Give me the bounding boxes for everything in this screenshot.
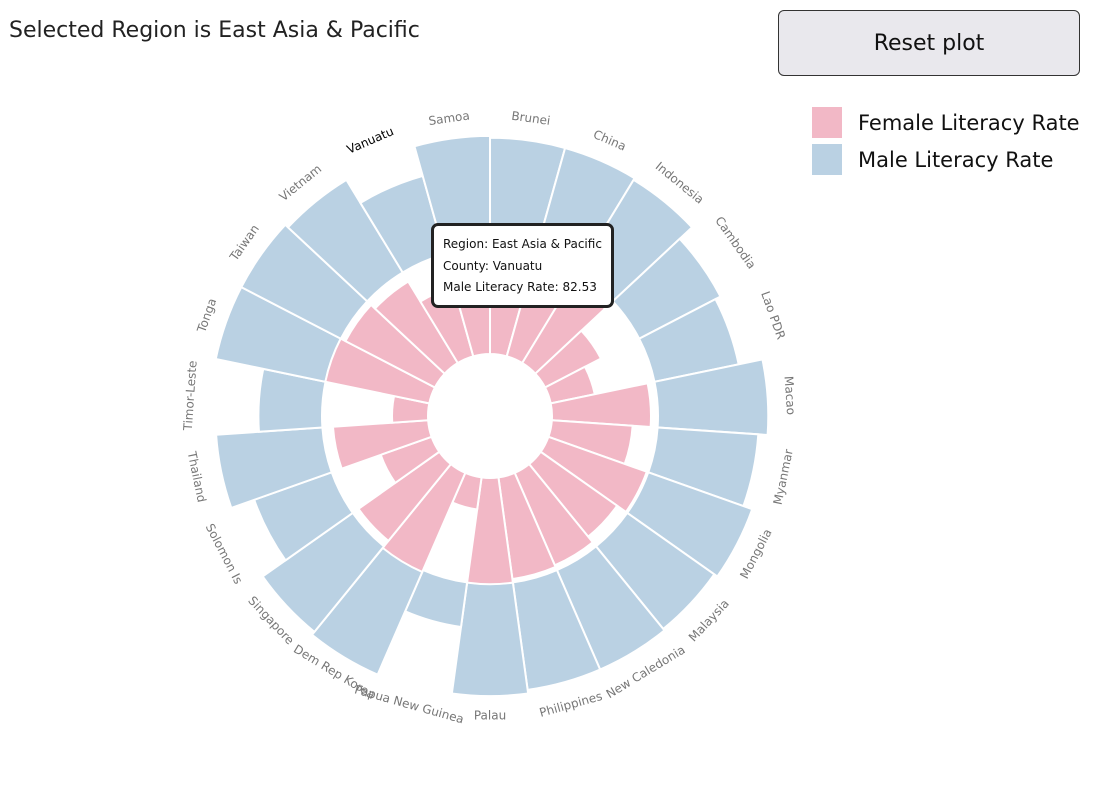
category-label-malaysia: Malaysia — [686, 596, 732, 644]
female-bar-thailand[interactable] — [331, 419, 433, 470]
tooltip-value: Male Literacy Rate: 82.53 — [443, 280, 597, 294]
tooltip-region: Region: East Asia & Pacific — [443, 237, 602, 251]
category-label-philippines: Philippines — [538, 689, 604, 720]
category-label-macao: Macao — [781, 376, 798, 416]
category-label-lao-pdr: Lao PDR — [758, 289, 788, 341]
category-label-palau: Palau — [474, 709, 506, 723]
category-label-samoa: Samoa — [428, 109, 471, 129]
female-legend-swatch — [812, 107, 842, 138]
category-label-brunei: Brunei — [511, 109, 552, 128]
category-label-myanmar: Myanmar — [771, 448, 796, 506]
chart-title: Selected Region is East Asia & Pacific — [9, 18, 420, 43]
legend-item-male[interactable]: Male Literacy Rate — [812, 144, 1080, 175]
category-label-tonga: Tonga — [194, 296, 219, 335]
male-legend-swatch — [812, 144, 842, 175]
female-legend-label: Female Literacy Rate — [858, 110, 1080, 135]
category-label-mongolia: Mongolia — [737, 526, 774, 581]
legend: Female Literacy Rate Male Literacy Rate — [812, 107, 1080, 181]
category-label-vanuatu: Vanuatu — [345, 124, 396, 157]
category-label-vietnam: Vietnam — [277, 162, 325, 204]
category-label-cambodia: Cambodia — [712, 214, 758, 272]
category-label-thailand: Thailand — [184, 449, 208, 503]
tooltip-country: County: Vanuatu — [443, 258, 543, 273]
category-label-china: China — [591, 127, 628, 153]
reset-plot-button[interactable]: Reset plot — [778, 10, 1080, 76]
chart-tooltip: Region: East Asia & Pacific County: Vanu… — [431, 223, 614, 308]
category-label-solomon-is: Solomon Is — [203, 521, 246, 586]
category-label-timor-leste: Timor-Leste — [181, 360, 200, 432]
category-label-taiwan: Taiwan — [226, 222, 262, 264]
legend-item-female[interactable]: Female Literacy Rate — [812, 107, 1080, 138]
male-legend-label: Male Literacy Rate — [858, 147, 1054, 172]
